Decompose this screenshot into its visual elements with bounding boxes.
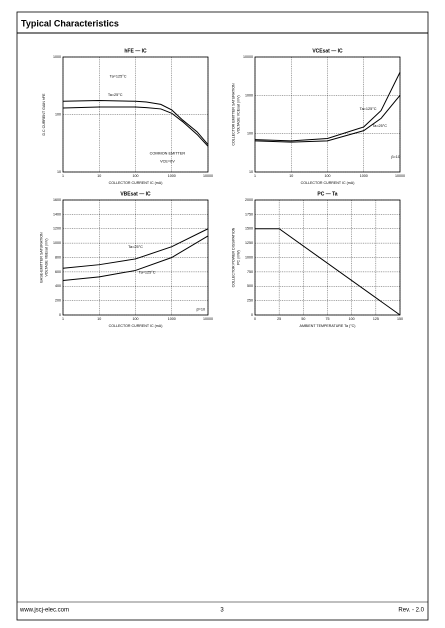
x-axis-label: COLLECTOR CURRENT IC (mA) <box>109 324 163 328</box>
x-tick-label: 100 <box>133 174 139 178</box>
x-tick-label: 10000 <box>395 174 405 178</box>
section-title: Typical Characteristics <box>21 18 119 28</box>
y-tick-label: 100 <box>55 112 61 116</box>
x-tick-label: 10 <box>289 174 293 178</box>
y-tick-label: 2000 <box>245 198 253 202</box>
annotation: Ta=125°C <box>139 270 156 274</box>
plot-frame <box>62 56 209 173</box>
y-axis-label: COLLECTOR EMITTER SATURATION <box>231 83 235 146</box>
y-tick-label: 400 <box>55 284 61 288</box>
footer-website: www.jscj-elec.com <box>19 608 69 614</box>
x-tick-label: 50 <box>301 317 305 321</box>
y-tick-label: 500 <box>247 284 253 288</box>
y-tick-label: 1000 <box>53 55 61 59</box>
series-line <box>254 72 401 142</box>
annotation: VCE=6V <box>160 160 175 164</box>
x-tick-label: 10 <box>97 317 101 321</box>
x-tick-label: 1 <box>254 174 256 178</box>
x-tick-label: 10 <box>97 174 101 178</box>
series-line <box>254 95 401 143</box>
y-tick-label: 250 <box>247 299 253 303</box>
annotation: COMMON EMITTER <box>150 152 186 156</box>
x-tick-label: 1000 <box>168 317 176 321</box>
plot-frame <box>254 56 401 173</box>
x-tick-label: 100 <box>133 317 139 321</box>
footer-revision: Rev. - 2.0 <box>398 608 424 614</box>
y-tick-label: 1250 <box>245 241 253 245</box>
y-tick-label: 800 <box>55 255 61 259</box>
chart-title: hFE — IC <box>124 48 147 54</box>
y-axis-label: COLLECTOR POWER DISSIPATION <box>231 227 235 287</box>
x-tick-label: 1000 <box>168 174 176 178</box>
x-tick-label: 1000 <box>360 174 368 178</box>
x-tick-label: 75 <box>326 317 330 321</box>
x-tick-label: 100 <box>325 174 331 178</box>
y-tick-label: 1000 <box>53 241 61 245</box>
x-tick-label: 1 <box>62 317 64 321</box>
y-tick-label: 200 <box>55 299 61 303</box>
y-axis-label: PC (mW) <box>236 250 240 265</box>
y-axis-label: VOLTAGE VBEsat (mV) <box>44 238 48 276</box>
y-tick-label: 1200 <box>53 227 61 231</box>
y-tick-label: 10000 <box>243 55 253 59</box>
x-tick-label: 10000 <box>203 174 213 178</box>
series-line <box>62 235 209 281</box>
footer-page: 3 <box>220 608 224 614</box>
chart-title: VBEsat — IC <box>120 191 151 197</box>
annotation: β=10 <box>391 155 400 159</box>
y-tick-label: 1500 <box>245 227 253 231</box>
y-tick-label: 0 <box>59 313 61 317</box>
x-tick-label: 10000 <box>203 317 213 321</box>
y-axis-label: D.C CURRENT GAIN hFE <box>42 93 46 136</box>
y-tick-label: 10 <box>249 170 253 174</box>
annotation: Ta=25°C <box>372 124 387 128</box>
y-tick-label: 750 <box>247 270 253 274</box>
y-tick-label: 1750 <box>245 212 253 216</box>
y-tick-label: 100 <box>247 132 253 136</box>
x-tick-label: 1 <box>62 174 64 178</box>
chart-title: PC — Ta <box>317 191 337 197</box>
plot-frame <box>62 199 209 316</box>
series-line <box>62 100 209 145</box>
chart-title: VCEsat — IC <box>312 48 343 54</box>
x-axis-label: COLLECTOR CURRENT IC (mA) <box>109 181 163 185</box>
series-line <box>255 228 401 316</box>
x-axis-label: COLLECTOR CURRENT IC (mA) <box>301 181 355 185</box>
y-tick-label: 1400 <box>53 212 61 216</box>
x-tick-label: 150 <box>397 317 403 321</box>
x-tick-label: 125 <box>373 317 379 321</box>
y-axis-label: BASE-EMITTER SATURATION <box>39 232 43 283</box>
x-tick-label: 25 <box>277 317 281 321</box>
y-tick-label: 1000 <box>245 93 253 97</box>
x-tick-label: 0 <box>254 317 256 321</box>
x-axis-label: AMBIENT TEMPERATURE Ta (°C) <box>300 324 356 328</box>
annotation: Ta=125°C <box>360 107 377 111</box>
y-tick-label: 0 <box>251 313 253 317</box>
page-frame <box>16 11 429 621</box>
annotation: Ta=125°C <box>110 75 127 79</box>
y-tick-label: 1600 <box>53 198 61 202</box>
annotation: Ta=25°C <box>108 93 123 97</box>
plot-frame <box>254 199 401 316</box>
annotation: Ta=25°C <box>128 245 143 249</box>
series-line <box>62 228 209 269</box>
annotation: β=10 <box>196 307 205 311</box>
y-axis-label: VOLTAGE VCEsat (mV) <box>236 95 240 133</box>
y-tick-label: 10 <box>57 170 61 174</box>
y-tick-label: 1000 <box>245 255 253 259</box>
x-tick-label: 100 <box>349 317 355 321</box>
series-line <box>62 106 209 147</box>
y-tick-label: 600 <box>55 270 61 274</box>
